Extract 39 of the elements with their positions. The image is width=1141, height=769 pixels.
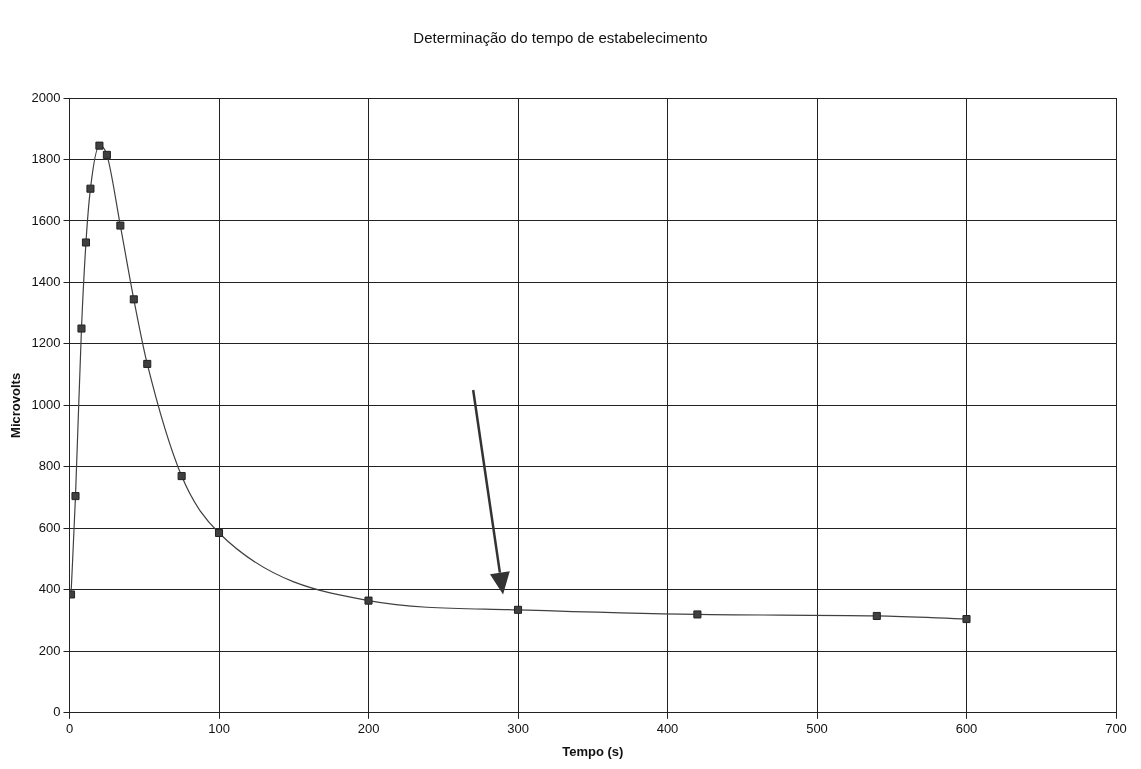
point <box>69 590 76 599</box>
chart-title: Determinação do tempo de estabelecimento <box>413 29 708 47</box>
y-tick-label: 1600 <box>31 212 61 228</box>
point <box>102 150 111 159</box>
x-tick-label: 500 <box>806 721 828 737</box>
x-axis-title: Tempo (s) <box>562 743 624 759</box>
y-tick-label: 400 <box>38 581 61 597</box>
point <box>513 605 523 614</box>
point <box>693 610 702 619</box>
y-tick-label: 1400 <box>31 274 61 290</box>
y-tick-label: 600 <box>38 519 61 535</box>
y-tick-label: 1200 <box>31 335 61 351</box>
point <box>95 141 104 150</box>
y-tick-label: 800 <box>38 458 61 474</box>
point <box>143 359 152 368</box>
point <box>81 238 90 247</box>
point <box>962 615 971 624</box>
x-tick-label: 300 <box>507 721 529 737</box>
point <box>129 295 138 304</box>
point <box>116 221 125 230</box>
y-tick-label: 2000 <box>31 89 61 105</box>
x-tick-label: 700 <box>1105 721 1127 737</box>
point <box>214 528 224 538</box>
point <box>86 184 95 193</box>
point <box>364 596 373 605</box>
x-tick-label: 100 <box>208 721 230 737</box>
x-tick-label: 200 <box>357 721 380 737</box>
y-tick-label: 1800 <box>31 151 61 167</box>
point <box>71 492 80 501</box>
y-tick-label: 1000 <box>31 396 61 412</box>
y-tick-label: 0 <box>53 704 61 720</box>
x-tick-label: 400 <box>656 721 679 737</box>
point <box>77 324 86 333</box>
point <box>872 611 881 621</box>
y-tick-label: 200 <box>38 642 61 658</box>
y-axis-title: Microvolts <box>8 372 24 438</box>
x-tick-label: 600 <box>955 721 978 737</box>
point <box>177 472 186 481</box>
x-tick-label: 0 <box>65 721 74 737</box>
